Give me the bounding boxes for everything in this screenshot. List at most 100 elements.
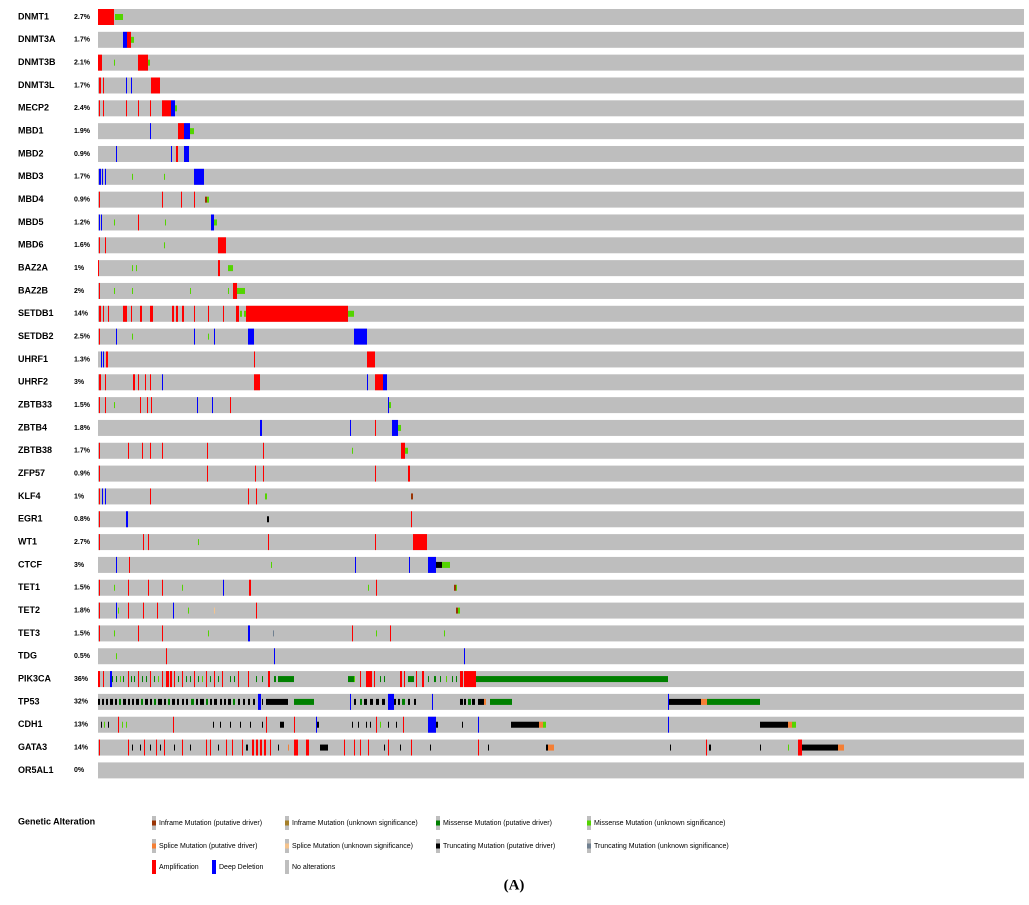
percent-label: 1.9%	[74, 128, 91, 135]
alteration	[543, 721, 546, 728]
alteration	[396, 721, 397, 728]
alteration	[254, 351, 255, 368]
alteration	[101, 214, 102, 231]
alteration	[150, 744, 151, 751]
alteration	[388, 721, 389, 728]
alteration	[218, 260, 220, 277]
alteration	[99, 168, 101, 185]
alteration	[101, 721, 102, 728]
alteration	[99, 305, 101, 322]
alteration	[211, 214, 214, 231]
legend-mark	[436, 820, 440, 826]
alteration	[99, 579, 100, 596]
alteration	[123, 698, 126, 705]
alteration	[405, 447, 408, 454]
alteration	[132, 698, 134, 705]
alteration	[172, 698, 175, 705]
alteration	[145, 698, 148, 705]
alteration	[246, 305, 348, 322]
alteration	[798, 739, 802, 756]
alteration	[114, 584, 115, 591]
alteration	[268, 534, 269, 551]
alteration	[476, 676, 668, 683]
alteration	[428, 676, 429, 683]
track	[98, 397, 1024, 414]
alteration	[164, 242, 165, 249]
track	[98, 465, 1024, 482]
alteration	[280, 698, 288, 705]
alteration	[138, 671, 139, 688]
alteration	[150, 100, 151, 117]
alteration	[240, 310, 242, 317]
legend-label: Truncating Mutation (unknown significanc…	[594, 843, 729, 850]
alteration	[408, 698, 410, 705]
alteration	[136, 698, 139, 705]
alteration	[105, 397, 106, 414]
alteration	[186, 698, 188, 705]
alteration	[760, 721, 788, 728]
legend-label: Missense Mutation (unknown significance)	[594, 820, 726, 827]
alteration	[218, 744, 219, 751]
alteration	[214, 328, 215, 345]
alteration	[306, 739, 309, 756]
alteration	[432, 693, 433, 710]
alteration	[210, 739, 211, 756]
alteration	[178, 676, 179, 683]
alteration	[414, 698, 416, 705]
alteration	[374, 671, 375, 688]
alteration	[255, 465, 256, 482]
gene-label: BAZ2B	[18, 285, 49, 295]
alteration	[206, 739, 207, 756]
alteration	[274, 676, 276, 683]
gene-label: OR5AL1	[18, 765, 54, 775]
percent-label: 1%	[74, 493, 85, 500]
alteration	[478, 716, 479, 733]
alteration	[376, 579, 377, 596]
alteration	[131, 676, 132, 683]
alteration	[131, 77, 132, 94]
alteration	[218, 237, 223, 254]
alteration	[143, 534, 144, 551]
alteration	[402, 698, 405, 705]
alteration	[375, 374, 383, 391]
alteration	[129, 556, 130, 573]
alteration	[232, 739, 233, 756]
alteration	[792, 721, 796, 728]
alteration	[116, 145, 117, 162]
alteration	[103, 77, 104, 94]
percent-label: 1.6%	[74, 242, 91, 249]
alteration	[458, 607, 460, 614]
alteration	[248, 698, 250, 705]
alteration	[218, 676, 219, 683]
track	[98, 260, 1024, 277]
legend-mark	[212, 860, 216, 874]
alteration	[98, 260, 99, 277]
alteration	[242, 739, 243, 756]
gene-label: ZBTB4	[18, 422, 47, 432]
alteration	[99, 214, 100, 231]
caption: (A)	[504, 877, 525, 893]
alteration	[122, 721, 123, 728]
track	[98, 351, 1024, 368]
gene-label: TP53	[18, 696, 40, 706]
alteration	[127, 31, 131, 48]
alteration	[171, 145, 172, 162]
legend-mark	[436, 843, 440, 849]
alteration	[182, 305, 184, 322]
alteration	[128, 579, 129, 596]
alteration	[105, 237, 106, 254]
alteration	[222, 671, 223, 688]
alteration	[190, 744, 191, 751]
gene-label: MBD6	[18, 240, 44, 250]
alteration	[186, 676, 187, 683]
alteration	[172, 305, 174, 322]
track	[98, 282, 1024, 299]
alteration	[394, 698, 396, 705]
alteration	[358, 721, 359, 728]
alteration	[208, 630, 209, 637]
alteration	[99, 511, 100, 528]
alteration	[170, 671, 172, 688]
alteration	[176, 145, 178, 162]
track	[98, 511, 1024, 528]
alteration	[128, 442, 129, 459]
